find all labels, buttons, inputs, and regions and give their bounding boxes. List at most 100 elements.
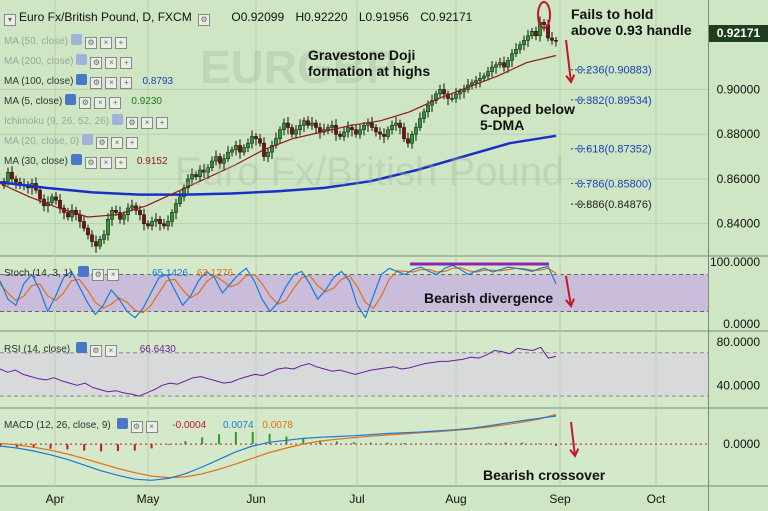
add-icon[interactable]: + [120, 57, 133, 69]
stoch-label: Stoch (14, 3, 1) [4, 268, 73, 279]
candle-body [474, 80, 478, 84]
candle-body [70, 210, 74, 218]
add-icon[interactable]: + [120, 77, 133, 89]
candle-body [238, 145, 242, 153]
visibility-icon[interactable] [78, 266, 90, 277]
candle-body [310, 122, 314, 126]
month-label: Oct [647, 492, 666, 506]
settings-icon[interactable]: ⚙ [79, 97, 92, 109]
down-arrow-stoch [565, 275, 572, 307]
fib-level-label: 0.618(0.87352) [577, 144, 652, 156]
month-label: Jul [349, 492, 364, 506]
stoch-d-line [0, 267, 557, 314]
collapse-icon[interactable]: ▾ [4, 14, 16, 26]
annotation-capped-line2: 5-DMA [480, 117, 525, 133]
visibility-icon[interactable] [82, 134, 94, 145]
close-icon[interactable]: × [104, 345, 117, 357]
ohlc-high: H0.92220 [295, 10, 348, 24]
add-icon[interactable]: + [114, 157, 127, 169]
settings-icon[interactable]: ⚙ [84, 157, 97, 169]
macd-value: 0.0074 [222, 420, 254, 431]
visibility-icon[interactable] [112, 114, 124, 125]
candle-body [550, 37, 554, 41]
settings-icon[interactable]: ⚙ [96, 137, 109, 149]
candle-body [462, 89, 466, 92]
visibility-icon[interactable] [75, 342, 87, 353]
candle-body [214, 156, 218, 162]
candle-body [154, 218, 158, 222]
annotation-doji: Gravestone Doji formation at highs [308, 47, 430, 79]
candle-body [226, 151, 230, 160]
close-icon[interactable]: × [105, 77, 118, 89]
chart-header: ▾ Euro Fx/British Pound, D, FXCM ⚙ O0.920… [4, 10, 472, 26]
close-icon[interactable]: × [141, 117, 154, 129]
settings-icon[interactable]: ⚙ [92, 269, 105, 281]
stoch-k-value: 65.1426 [151, 268, 189, 279]
close-icon[interactable]: × [105, 57, 118, 69]
annotation-doji-line1: Gravestone Doji [308, 47, 416, 63]
settings-icon[interactable]: ⚙ [130, 421, 143, 433]
candle-body [370, 122, 374, 128]
visibility-icon[interactable] [116, 418, 128, 429]
month-label: Aug [445, 492, 466, 506]
settings-icon[interactable]: ⚙ [90, 57, 103, 69]
candle-body [178, 196, 182, 204]
price-tick-label: 0.90000 [717, 82, 761, 96]
visibility-icon[interactable] [76, 74, 88, 85]
candle-body [66, 212, 70, 218]
candle-body [506, 60, 510, 68]
candle-body [410, 133, 414, 144]
candle-body [286, 122, 290, 128]
indicator-label: MA (100, close) [4, 76, 74, 87]
candle-body [390, 125, 394, 130]
candle-body [426, 104, 430, 113]
candle-body [342, 131, 346, 137]
candle-body [86, 227, 90, 236]
add-icon[interactable]: + [126, 137, 139, 149]
candle-body [122, 214, 126, 220]
candle-body [82, 221, 86, 229]
visibility-icon[interactable] [65, 94, 77, 105]
close-icon[interactable]: × [111, 137, 124, 149]
close-icon[interactable]: × [94, 97, 107, 109]
visibility-icon[interactable] [70, 154, 82, 165]
close-icon[interactable]: × [99, 157, 112, 169]
candle-body [118, 212, 122, 220]
candle-body [346, 127, 350, 133]
stoch-tick-label: 100.0000 [710, 255, 760, 269]
highlight-ellipse [537, 1, 551, 29]
settings-icon[interactable]: ⚙ [126, 117, 139, 129]
macd-label: MACD (12, 26, close, 9) [4, 420, 111, 431]
settings-icon[interactable]: ⚙ [90, 77, 103, 89]
visibility-icon[interactable] [70, 34, 82, 45]
month-label: Apr [46, 492, 65, 506]
candle-body [362, 125, 366, 130]
add-icon[interactable]: + [109, 97, 122, 109]
add-icon[interactable]: + [156, 117, 169, 129]
candle-body [458, 91, 462, 95]
close-icon[interactable]: × [145, 421, 158, 433]
macd-signal-value: 0.0078 [262, 420, 293, 431]
down-arrow-price [565, 39, 572, 83]
rsi-tick-label: 40.0000 [717, 378, 761, 392]
candle-body [142, 214, 146, 224]
settings-icon[interactable]: ⚙ [84, 37, 97, 49]
macd-signal-line [0, 413, 557, 479]
settings-icon[interactable]: ⚙ [89, 345, 102, 357]
settings-icon[interactable]: ⚙ [198, 14, 211, 26]
candle-body [230, 149, 234, 153]
candle-body [158, 218, 162, 224]
add-icon[interactable]: + [114, 37, 127, 49]
rsi-line [0, 346, 557, 397]
candle-body [98, 239, 102, 247]
ohlc-close: C0.92171 [420, 10, 473, 24]
close-icon[interactable]: × [99, 37, 112, 49]
visibility-icon[interactable] [76, 54, 88, 65]
fib-level-label: 0.886(0.84876) [577, 199, 652, 211]
candle-body [358, 129, 362, 135]
candle-body [278, 129, 282, 139]
candle-body [386, 129, 390, 137]
candle-body [290, 127, 294, 135]
close-icon[interactable]: × [107, 269, 120, 281]
candle-body [294, 129, 298, 135]
